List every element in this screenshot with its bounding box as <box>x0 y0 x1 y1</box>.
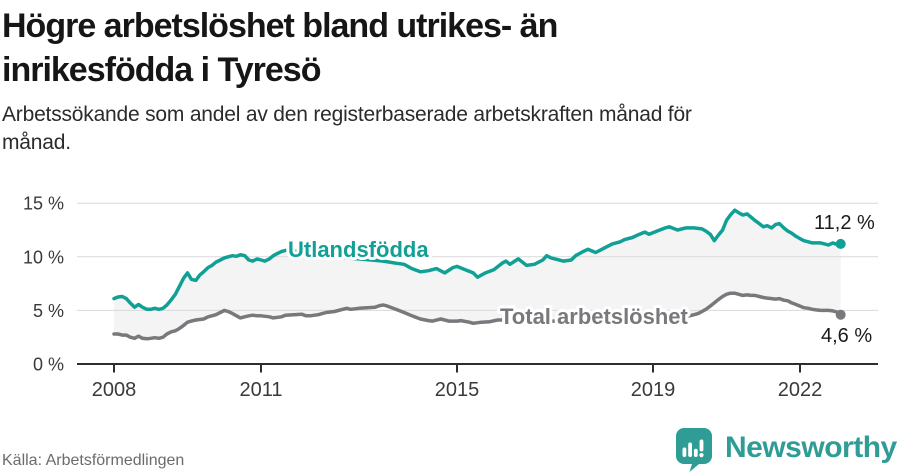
logo-exclamation-dot <box>699 453 704 458</box>
series-end-dot <box>835 309 846 320</box>
series-line <box>112 208 843 312</box>
logo-bar-small <box>682 447 687 457</box>
series-end-value: 4,6 % <box>821 325 872 347</box>
series-end-dot <box>835 238 846 249</box>
x-tick-label: 2011 <box>239 379 282 400</box>
x-tick-label: 2015 <box>435 379 480 400</box>
newsworthy-logo: Newsworthy <box>676 428 897 472</box>
source-note: Källa: Arbetsförmedlingen <box>2 452 185 469</box>
chart-subtitle: Arbetssökande som andel av den registerb… <box>2 101 862 157</box>
subtitle-line-2: månad. <box>2 131 71 154</box>
y-tick-label: 15 % <box>23 194 64 214</box>
newsworthy-logo-text: Newsworthy <box>725 431 897 464</box>
series-line <box>112 291 843 341</box>
y-tick-label: 10 % <box>23 247 64 267</box>
x-tick-label: 2022 <box>778 379 823 400</box>
logo-exclamation-bar <box>699 439 704 452</box>
series-label: Total arbetslöshet <box>500 304 689 329</box>
y-tick-label: 5 % <box>33 301 64 321</box>
series-end-value: 11,2 % <box>814 212 875 234</box>
x-tick-label: 2008 <box>92 379 137 400</box>
y-tick-label: 0 % <box>33 355 64 375</box>
series-label: Utlandsfödda <box>288 237 429 262</box>
page-title: Högre arbetslöshet bland utrikes- än inr… <box>2 4 762 92</box>
logo-bar-medium <box>693 448 698 457</box>
x-tick-label: 2019 <box>631 379 676 400</box>
subtitle-line-1: Arbetssökande som andel av den registerb… <box>2 103 692 126</box>
unemployment-line-chart: 2008 2011 2015 2019 2022 0 % 5 % 10 % 15 % Utland… <box>23 194 878 400</box>
title-line-1: Högre arbetslöshet bland utrikes- än <box>2 7 558 45</box>
title-line-2: inrikesfödda i Tyresö <box>2 51 321 89</box>
logo-bar-tall <box>688 442 692 457</box>
between-series-band <box>114 210 841 339</box>
newsworthy-logo-icon <box>676 428 712 472</box>
